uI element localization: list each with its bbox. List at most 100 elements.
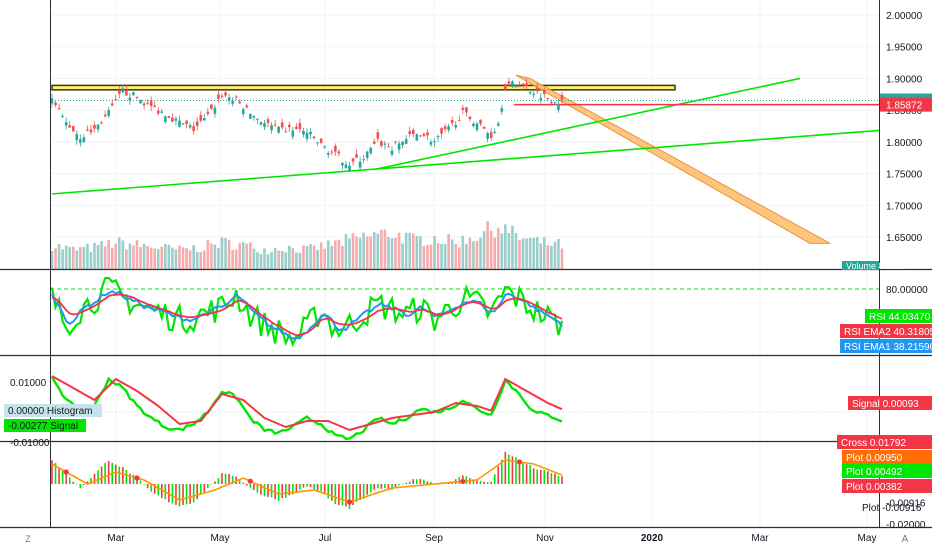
candle-body[interactable] bbox=[560, 95, 564, 100]
candle-body[interactable] bbox=[135, 96, 139, 98]
candle-body[interactable] bbox=[539, 98, 543, 101]
candle-body[interactable] bbox=[429, 141, 433, 145]
candle-body[interactable] bbox=[390, 150, 394, 155]
candle-body[interactable] bbox=[550, 102, 553, 104]
candle-body[interactable] bbox=[535, 87, 539, 92]
candle-body[interactable] bbox=[256, 118, 259, 120]
candle-body[interactable] bbox=[362, 159, 365, 161]
candle-body[interactable] bbox=[149, 100, 153, 107]
candle-body[interactable] bbox=[231, 100, 234, 104]
candle-body[interactable] bbox=[394, 141, 397, 143]
candle-body[interactable] bbox=[64, 122, 68, 126]
candle-body[interactable] bbox=[305, 132, 309, 139]
candle-body[interactable] bbox=[419, 135, 422, 137]
candle-body[interactable] bbox=[436, 136, 440, 138]
candle-body[interactable] bbox=[245, 105, 249, 108]
candle-body[interactable] bbox=[461, 107, 465, 110]
candle-body[interactable] bbox=[185, 120, 188, 125]
candle-body[interactable] bbox=[468, 116, 472, 120]
candle-body[interactable] bbox=[316, 142, 319, 144]
candle-body[interactable] bbox=[479, 119, 482, 124]
candle-body[interactable] bbox=[132, 92, 135, 96]
candle-body[interactable] bbox=[337, 151, 341, 154]
candle-body[interactable] bbox=[411, 129, 415, 135]
candle-body[interactable] bbox=[249, 114, 252, 119]
candle-body[interactable] bbox=[139, 99, 142, 104]
resistance-zone[interactable] bbox=[51, 84, 676, 91]
candle-body[interactable] bbox=[167, 116, 171, 118]
candle-body[interactable] bbox=[117, 90, 121, 94]
candle-body[interactable] bbox=[298, 123, 302, 130]
auto-scale-button[interactable]: A bbox=[902, 534, 909, 545]
candle-body[interactable] bbox=[397, 143, 401, 150]
timezone-icon[interactable]: Z bbox=[25, 534, 31, 544]
candle-body[interactable] bbox=[387, 146, 390, 148]
candle-body[interactable] bbox=[153, 105, 157, 107]
rsi-ema2-line[interactable] bbox=[51, 293, 563, 337]
trend-line-long[interactable] bbox=[51, 129, 879, 195]
candle-body[interactable] bbox=[302, 131, 305, 135]
candle-body[interactable] bbox=[369, 147, 373, 154]
candle-body[interactable] bbox=[110, 103, 114, 106]
candle-body[interactable] bbox=[96, 124, 100, 130]
candle-body[interactable] bbox=[284, 131, 288, 133]
rsi-ema1-line[interactable] bbox=[51, 290, 563, 340]
candle-body[interactable] bbox=[160, 111, 164, 113]
candle-body[interactable] bbox=[82, 137, 86, 143]
candle-body[interactable] bbox=[351, 158, 355, 162]
candle-body[interactable] bbox=[330, 151, 334, 153]
candle-body[interactable] bbox=[323, 146, 327, 148]
candle-body[interactable] bbox=[511, 81, 514, 88]
candle-body[interactable] bbox=[319, 138, 323, 143]
candle-body[interactable] bbox=[79, 139, 82, 143]
candle-body[interactable] bbox=[496, 123, 500, 126]
macd-pane[interactable] bbox=[50, 375, 879, 441]
candle-body[interactable] bbox=[440, 128, 443, 134]
candle-body[interactable] bbox=[266, 119, 270, 123]
candle-body[interactable] bbox=[171, 117, 174, 122]
candle-body[interactable] bbox=[50, 98, 54, 104]
candle-body[interactable] bbox=[500, 108, 504, 112]
rsi-pane[interactable] bbox=[50, 276, 879, 348]
candle-body[interactable] bbox=[57, 108, 61, 110]
candle-body[interactable] bbox=[238, 101, 242, 104]
candle-body[interactable] bbox=[348, 165, 351, 171]
candle-body[interactable] bbox=[75, 134, 79, 141]
candle-body[interactable] bbox=[542, 89, 546, 95]
candle-body[interactable] bbox=[93, 124, 96, 129]
histogram-pane[interactable] bbox=[51, 451, 563, 509]
candle-body[interactable] bbox=[213, 107, 217, 114]
descending-channel[interactable] bbox=[515, 74, 831, 244]
candle-body[interactable] bbox=[210, 104, 213, 109]
candle-body[interactable] bbox=[146, 102, 149, 104]
candle-body[interactable] bbox=[326, 153, 330, 155]
candle-body[interactable] bbox=[341, 162, 344, 166]
candle-body[interactable] bbox=[142, 103, 146, 106]
candle-body[interactable] bbox=[383, 143, 387, 145]
candle-body[interactable] bbox=[206, 111, 210, 114]
candle-body[interactable] bbox=[546, 98, 550, 100]
candle-body[interactable] bbox=[61, 115, 64, 117]
candle-body[interactable] bbox=[103, 114, 107, 117]
price-axis[interactable]: 2.00000 1.95000 1.90000 1.85000 1.80000 1.750… bbox=[10, 11, 928, 531]
candle-body[interactable] bbox=[443, 126, 447, 130]
candle-body[interactable] bbox=[192, 126, 195, 132]
price-pane[interactable] bbox=[50, 74, 879, 269]
candle-body[interactable] bbox=[415, 134, 419, 141]
candle-body[interactable] bbox=[504, 84, 507, 90]
candle-body[interactable] bbox=[482, 126, 486, 129]
candle-body[interactable] bbox=[372, 141, 376, 144]
candle-body[interactable] bbox=[408, 131, 412, 134]
candle-body[interactable] bbox=[521, 83, 525, 86]
candle-body[interactable] bbox=[270, 125, 273, 131]
candle-body[interactable] bbox=[312, 136, 316, 139]
candle-body[interactable] bbox=[217, 94, 220, 99]
candle-body[interactable] bbox=[114, 99, 118, 101]
candle-body[interactable] bbox=[380, 141, 383, 147]
candle-body[interactable] bbox=[532, 93, 535, 95]
candle-body[interactable] bbox=[450, 119, 454, 124]
candle-body[interactable] bbox=[334, 145, 337, 152]
candle-body[interactable] bbox=[234, 96, 238, 98]
